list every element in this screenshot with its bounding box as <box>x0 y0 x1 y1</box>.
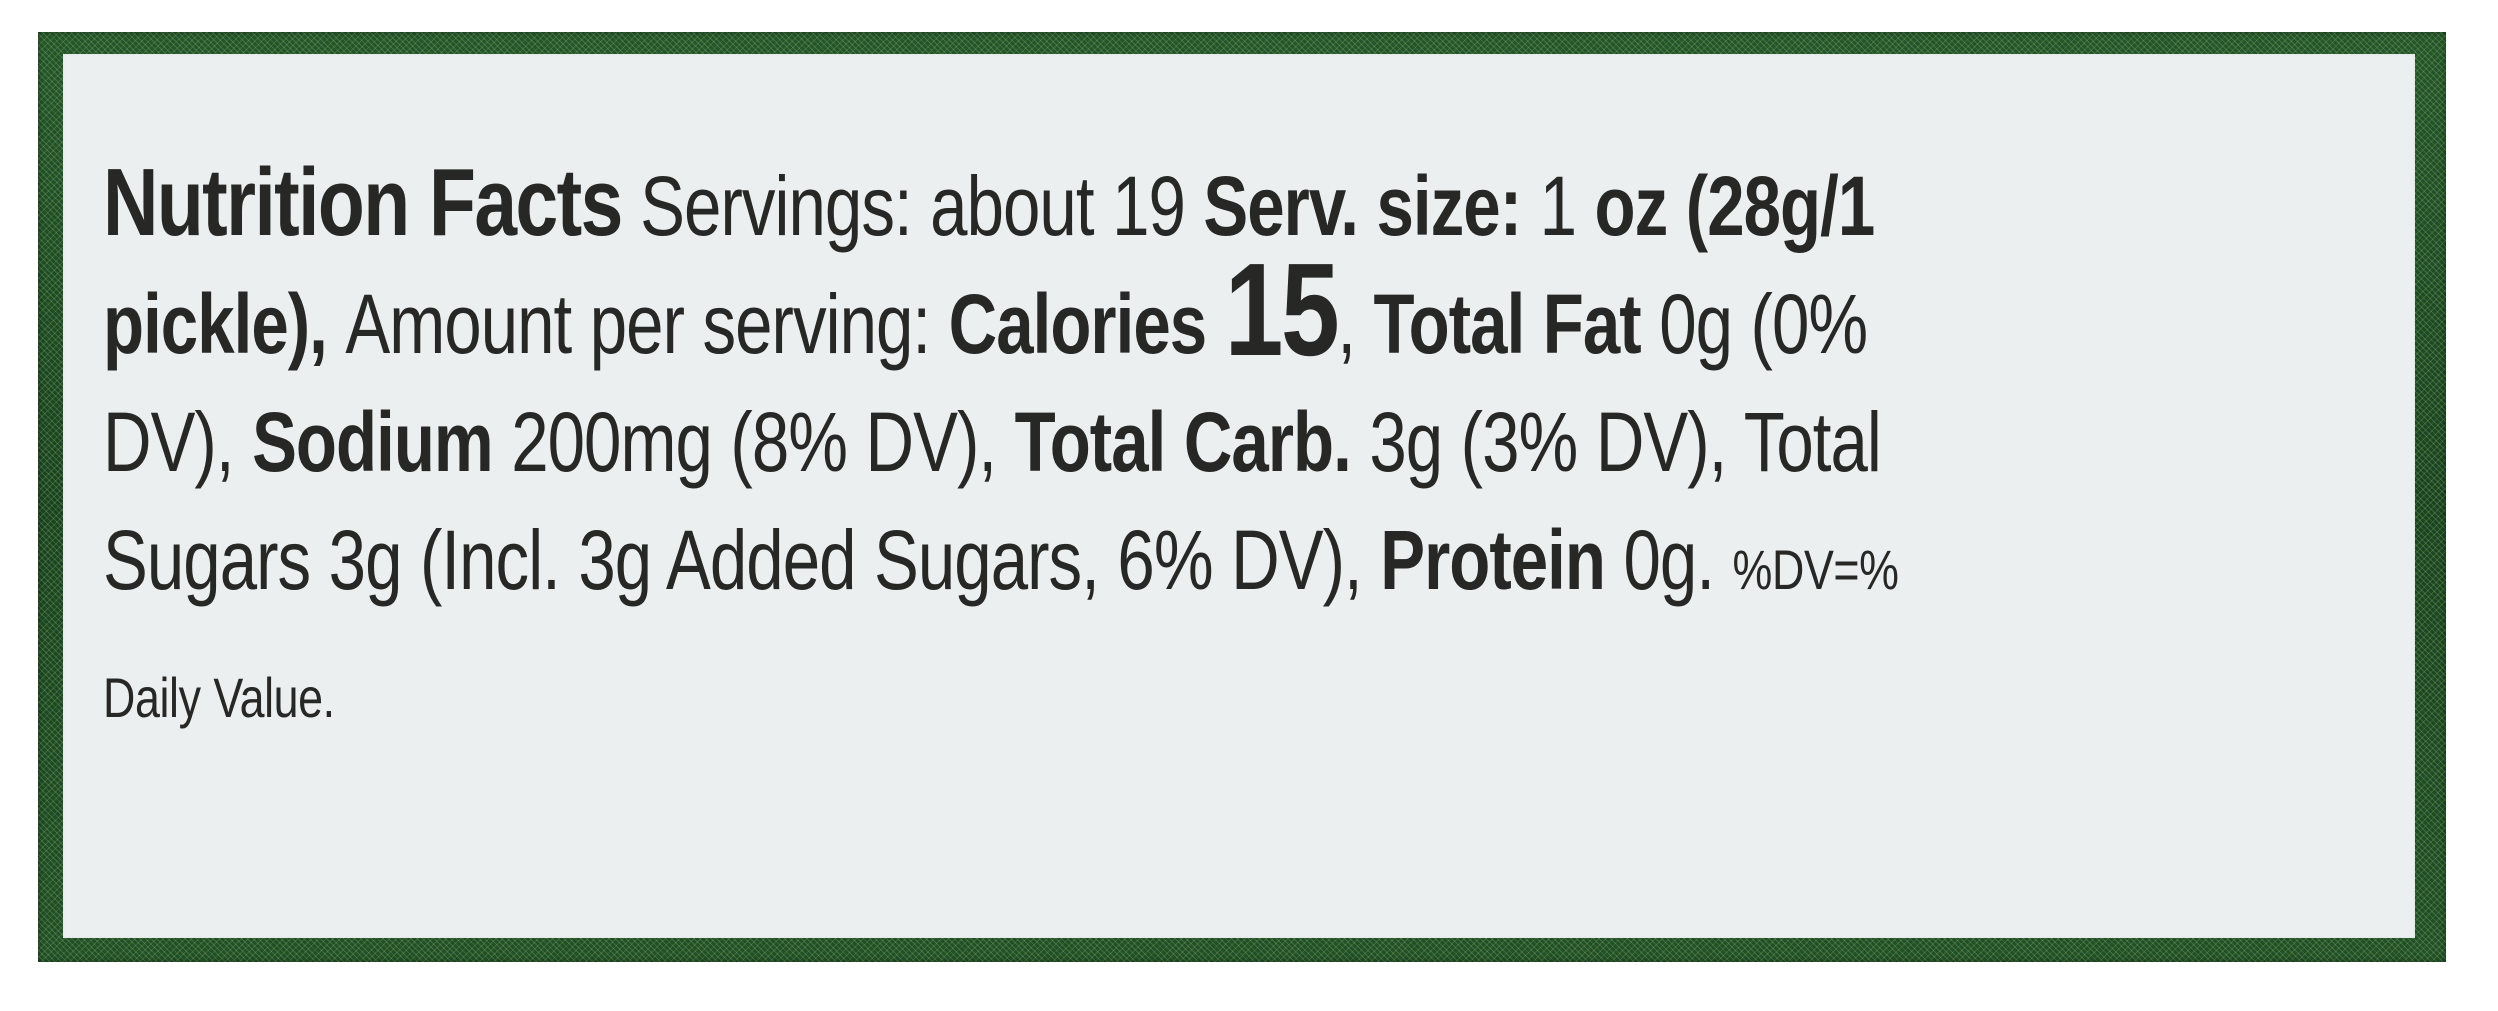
daily-value-footnote: %DV=% Daily Value. <box>103 538 1912 729</box>
amount-per-serving-label: Amount per serving: <box>345 277 949 371</box>
protein-label: Protein <box>1380 513 1624 607</box>
serving-size-value-detail: oz (28g/1 pickle), <box>103 159 1893 371</box>
servings-value: 19 <box>1112 159 1204 253</box>
calories-label: Calories <box>948 277 1225 371</box>
total-carb-label: Total Carb. <box>1014 395 1370 489</box>
serving-size-value-amount: 1 <box>1539 159 1595 253</box>
total-sugars-value: Total Sugars 3g (Incl. 3g Added Sugars, … <box>103 395 1900 607</box>
protein-value: 0g. <box>1623 513 1733 607</box>
label-white-panel: Nutrition Facts Servings: about 19 Serv.… <box>63 54 2415 938</box>
total-fat-value: 0g (0% DV), <box>103 277 1886 489</box>
serving-size-label: Serv. size: <box>1203 159 1540 253</box>
label-green-border-frame: Nutrition Facts Servings: about 19 Serv.… <box>38 32 2446 962</box>
calories-value: 15 <box>1224 236 1340 383</box>
total-carb-value: 3g (3% DV), <box>1369 395 1744 489</box>
sodium-label: Sodium <box>252 395 512 489</box>
servings-label: Servings: about <box>621 159 1113 253</box>
total-fat-label: Total Fat <box>1373 277 1660 371</box>
nutrition-facts-statement: Nutrition Facts Servings: about 19 Serv.… <box>103 144 1935 757</box>
nutrition-facts-title: Nutrition Facts <box>103 149 623 256</box>
sodium-value: 200mg (8% DV), <box>511 395 1015 489</box>
calories-trailing-comma: , <box>1337 277 1374 371</box>
